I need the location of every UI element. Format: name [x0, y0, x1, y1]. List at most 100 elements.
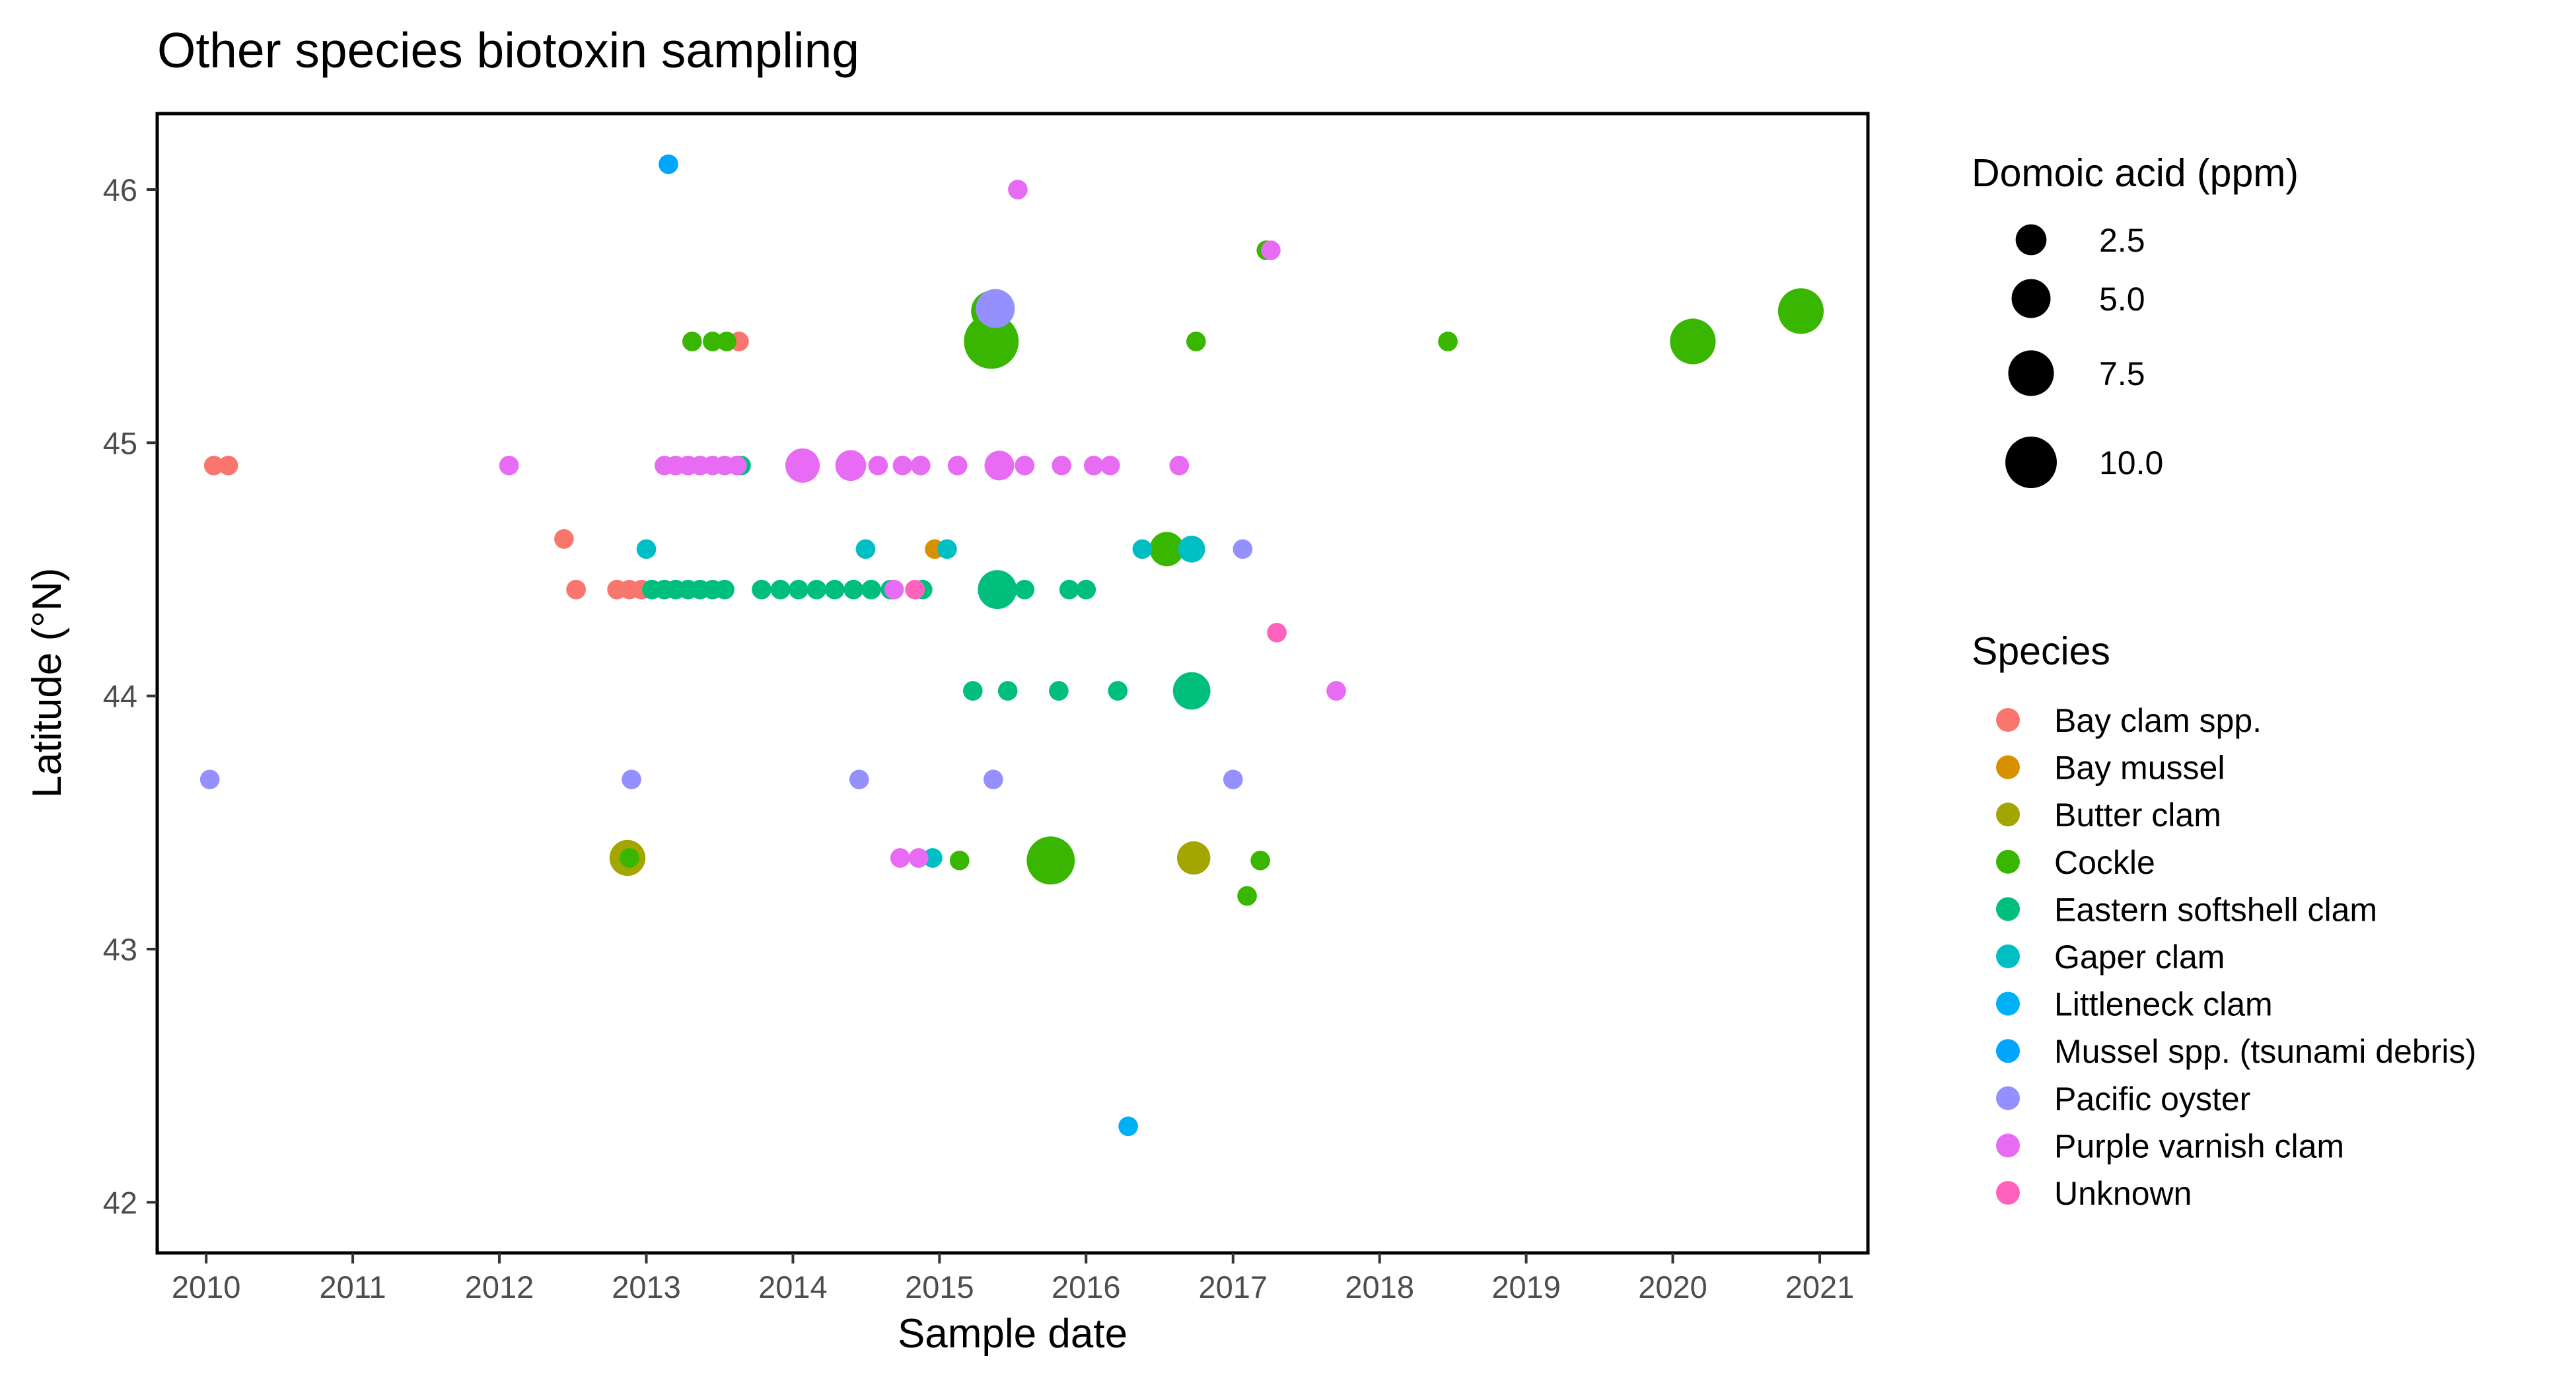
- species-legend: Species Bay clam spp. Bay mussel Butter cl…: [1972, 629, 2476, 1212]
- data-point: [203, 456, 224, 476]
- data-point: [1149, 532, 1184, 567]
- y-axis: 42 43 44 45 46: [103, 172, 157, 1220]
- data-point: [843, 579, 864, 600]
- data-point: [997, 681, 1018, 701]
- x-tick-label: 2014: [758, 1269, 828, 1304]
- species-legend-key: [1996, 849, 2020, 874]
- size-legend-key: [2011, 279, 2051, 318]
- species-legend-title: Species: [1972, 629, 2110, 673]
- data-point: [1108, 681, 1128, 701]
- data-point: [908, 848, 929, 868]
- data-point: [218, 456, 238, 476]
- data-point: [1169, 456, 1190, 476]
- size-legend-label: 2.5: [2099, 222, 2145, 259]
- data-point: [978, 570, 1017, 610]
- data-point: [1178, 535, 1205, 563]
- x-tick-label: 2020: [1638, 1269, 1707, 1304]
- species-legend-key: [1996, 708, 2020, 732]
- data-point: [1233, 539, 1253, 559]
- data-point: [1100, 456, 1120, 476]
- x-tick-label: 2012: [465, 1269, 534, 1304]
- data-point: [976, 289, 1015, 328]
- y-tick-label: 45: [103, 425, 137, 460]
- data-point: [910, 456, 931, 476]
- size-legend-key: [2005, 437, 2057, 488]
- x-tick-label: 2019: [1491, 1269, 1561, 1304]
- data-point: [1186, 332, 1206, 351]
- data-point: [1261, 240, 1281, 260]
- data-point: [1250, 851, 1270, 871]
- species-legend-label: Littleneck clam: [2054, 986, 2273, 1023]
- species-legend-label: Bay mussel: [2054, 750, 2225, 787]
- data-point: [884, 579, 904, 600]
- data-points: [199, 154, 1824, 1137]
- x-axis-title: Sample date: [898, 1311, 1127, 1357]
- data-point: [984, 450, 1015, 481]
- data-point: [636, 539, 657, 559]
- data-point: [835, 450, 867, 481]
- x-tick-label: 2013: [612, 1269, 681, 1304]
- data-point: [1223, 769, 1243, 789]
- data-point: [620, 848, 639, 868]
- data-point: [1049, 681, 1069, 701]
- data-point: [715, 579, 734, 600]
- data-point: [983, 769, 1003, 789]
- x-tick-label: 2015: [905, 1269, 974, 1304]
- species-legend-key: [1996, 802, 2020, 827]
- data-point: [855, 539, 876, 559]
- x-tick-label: 2021: [1785, 1269, 1855, 1304]
- x-tick-label: 2018: [1345, 1269, 1414, 1304]
- data-point: [868, 456, 888, 476]
- y-tick-label: 46: [103, 172, 137, 207]
- data-point: [1052, 456, 1072, 476]
- species-legend-key: [1996, 1039, 2020, 1063]
- data-point: [1118, 1116, 1138, 1137]
- data-point: [752, 579, 771, 600]
- y-axis-title: Latitude (°N): [24, 568, 70, 799]
- species-legend-key: [1996, 991, 2020, 1016]
- data-point: [1026, 836, 1075, 885]
- data-point: [849, 769, 869, 789]
- data-point: [1237, 886, 1257, 906]
- x-tick-label: 2016: [1052, 1269, 1121, 1304]
- data-point: [1015, 579, 1035, 600]
- species-legend-key: [1996, 1086, 2020, 1110]
- species-legend-label: Unknown: [2054, 1175, 2192, 1212]
- data-point: [785, 448, 820, 483]
- species-legend-label: Butter clam: [2054, 797, 2221, 834]
- species-legend-label: Purple varnish clam: [2054, 1127, 2344, 1164]
- data-point: [659, 154, 678, 174]
- data-point: [1267, 623, 1287, 643]
- x-tick-label: 2010: [172, 1269, 241, 1304]
- species-legend-label: Cockle: [2054, 844, 2155, 881]
- data-point: [554, 529, 574, 549]
- data-point: [964, 314, 1019, 369]
- x-tick-label: 2017: [1199, 1269, 1268, 1304]
- size-legend-label: 5.0: [2099, 281, 2145, 318]
- x-axis: 2010 2011 2012 2013 2014 2015 2016 2017 2018 2019…: [172, 1253, 1854, 1304]
- data-point: [566, 579, 586, 600]
- data-point: [622, 769, 641, 789]
- data-point: [1083, 456, 1104, 476]
- data-point: [770, 579, 791, 600]
- size-legend-key: [2015, 224, 2047, 256]
- size-legend-label: 7.5: [2099, 355, 2145, 392]
- chart-title: Other species biotoxin sampling: [157, 22, 859, 78]
- species-legend-label: Pacific oyster: [2054, 1081, 2250, 1118]
- species-legend-label: Gaper clam: [2054, 939, 2225, 976]
- data-point: [1059, 579, 1079, 600]
- data-point: [703, 332, 723, 351]
- data-point: [824, 579, 845, 600]
- data-point: [892, 456, 913, 476]
- data-point: [789, 579, 808, 600]
- data-point: [937, 539, 957, 559]
- size-legend-label: 10.0: [2099, 445, 2163, 481]
- data-point: [890, 848, 910, 868]
- size-legend-key: [2008, 350, 2054, 396]
- y-tick-label: 44: [103, 679, 137, 714]
- data-point: [861, 579, 881, 600]
- species-legend-label: Bay clam spp.: [2054, 702, 2262, 739]
- data-point: [682, 332, 702, 351]
- data-point: [1176, 841, 1211, 875]
